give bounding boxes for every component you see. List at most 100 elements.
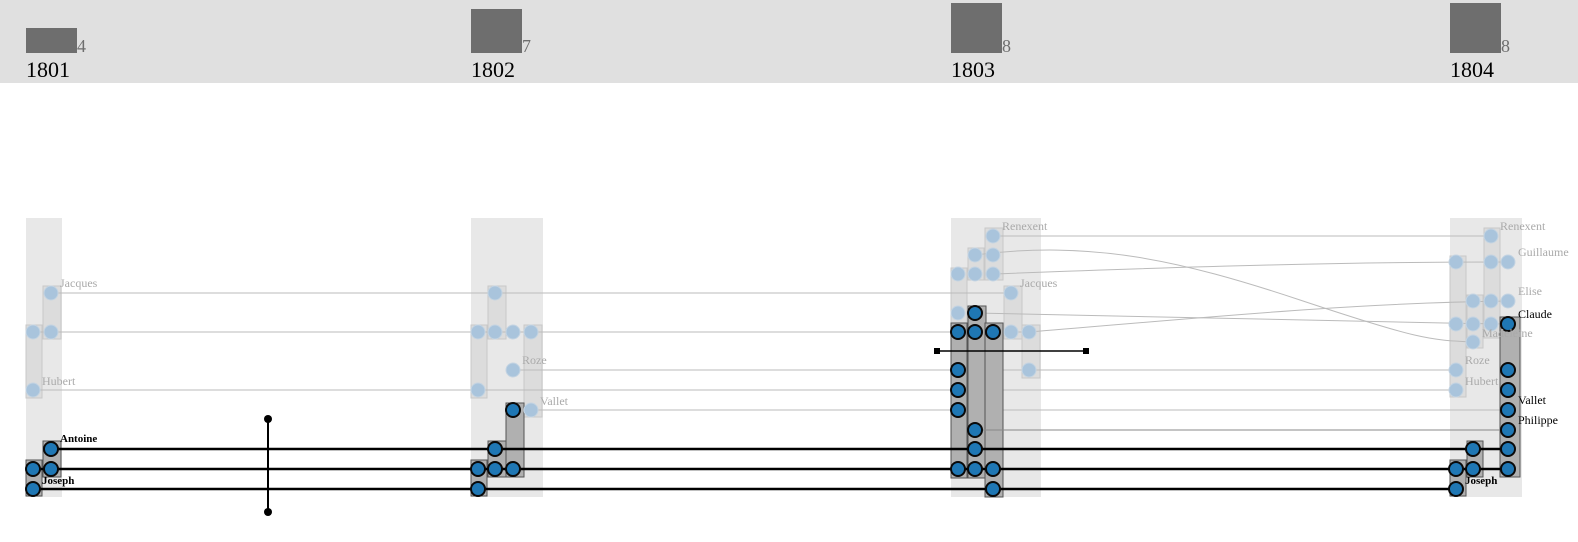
node[interactable] (505, 461, 521, 477)
node[interactable] (1500, 461, 1516, 477)
cursor-handle-top[interactable] (264, 415, 272, 423)
node[interactable] (487, 441, 503, 457)
label-hubert-1804: Hubert (1465, 374, 1499, 388)
year-label-1803[interactable]: 1803 (951, 57, 995, 82)
node[interactable] (985, 228, 1001, 244)
node[interactable] (43, 441, 59, 457)
cursor-handle-left[interactable] (934, 348, 940, 354)
node[interactable] (1021, 324, 1037, 340)
node[interactable] (487, 285, 503, 301)
year-label-1804[interactable]: 1804 (1450, 57, 1494, 82)
label-vallet: Vallet (540, 394, 569, 408)
node[interactable] (1448, 461, 1464, 477)
node[interactable] (470, 461, 486, 477)
node[interactable] (1483, 228, 1499, 244)
node[interactable] (43, 285, 59, 301)
node[interactable] (950, 402, 966, 418)
node[interactable] (1500, 254, 1516, 270)
node[interactable] (950, 362, 966, 378)
node[interactable] (967, 324, 983, 340)
node[interactable] (967, 266, 983, 282)
node[interactable] (470, 324, 486, 340)
node[interactable] (523, 324, 539, 340)
active-nodes (25, 305, 1516, 497)
node[interactable] (950, 461, 966, 477)
node[interactable] (1465, 441, 1481, 457)
node[interactable] (1021, 362, 1037, 378)
node[interactable] (25, 461, 41, 477)
year-label-1801[interactable]: 1801 (26, 57, 70, 82)
thread-madeleine (974, 249, 1474, 343)
node[interactable] (25, 324, 41, 340)
label-jacques: Jacques (60, 276, 98, 290)
node[interactable] (1483, 293, 1499, 309)
node[interactable] (487, 461, 503, 477)
active-box (984, 322, 1004, 498)
node[interactable] (1500, 362, 1516, 378)
label-renexent-1804: Renexent (1500, 219, 1546, 233)
node[interactable] (470, 382, 486, 398)
node[interactable] (1500, 441, 1516, 457)
node[interactable] (985, 247, 1001, 263)
node[interactable] (1465, 293, 1481, 309)
faded-labels: Jacques Hubert Roze Vallet Renexent Jacq… (42, 219, 1569, 408)
node[interactable] (1448, 316, 1464, 332)
label-joseph: Joseph (42, 475, 74, 487)
node[interactable] (1500, 293, 1516, 309)
node[interactable] (505, 402, 521, 418)
node[interactable] (1465, 334, 1481, 350)
node[interactable] (950, 305, 966, 321)
node[interactable] (505, 324, 521, 340)
node[interactable] (1465, 461, 1481, 477)
count-label-1801: 4 (77, 36, 86, 56)
node[interactable] (523, 402, 539, 418)
label-claude: Claude (1518, 307, 1552, 321)
node[interactable] (950, 382, 966, 398)
group-backgrounds (26, 218, 1522, 497)
node[interactable] (1500, 402, 1516, 418)
label-madeleine: Madeleine (1482, 326, 1533, 340)
node[interactable] (487, 324, 503, 340)
node[interactable] (1500, 316, 1516, 332)
node[interactable] (967, 247, 983, 263)
thread-guillaume (992, 261, 1509, 275)
node[interactable] (950, 266, 966, 282)
bold-threads (33, 447, 1508, 491)
node[interactable] (1465, 316, 1481, 332)
node[interactable] (1500, 382, 1516, 398)
node[interactable] (25, 382, 41, 398)
cursor-handle-bottom[interactable] (264, 508, 272, 516)
node[interactable] (985, 266, 1001, 282)
node[interactable] (950, 324, 966, 340)
node[interactable] (967, 461, 983, 477)
label-roze-1804: Roze (1465, 353, 1490, 367)
node[interactable] (985, 481, 1001, 497)
node[interactable] (43, 324, 59, 340)
time-cursor-2[interactable] (934, 348, 1089, 354)
node[interactable] (505, 362, 521, 378)
node[interactable] (1003, 324, 1019, 340)
node[interactable] (967, 441, 983, 457)
node[interactable] (43, 461, 59, 477)
label-joseph-1804: Joseph (1465, 475, 1497, 487)
node[interactable] (1448, 254, 1464, 270)
node[interactable] (1448, 481, 1464, 497)
time-cursor-1[interactable] (264, 415, 272, 516)
node[interactable] (1448, 362, 1464, 378)
node[interactable] (967, 422, 983, 438)
node[interactable] (1003, 285, 1019, 301)
faded-boxes (25, 227, 1501, 418)
node[interactable] (25, 481, 41, 497)
node[interactable] (1448, 382, 1464, 398)
year-label-1802[interactable]: 1802 (471, 57, 515, 82)
count-label-1804: 8 (1501, 36, 1510, 56)
node[interactable] (470, 481, 486, 497)
node[interactable] (1500, 422, 1516, 438)
node[interactable] (967, 305, 983, 321)
node[interactable] (1483, 316, 1499, 332)
node[interactable] (1483, 254, 1499, 270)
cursor-handle-right[interactable] (1083, 348, 1089, 354)
count-bar-1802 (471, 9, 522, 53)
node[interactable] (985, 461, 1001, 477)
node[interactable] (985, 324, 1001, 340)
